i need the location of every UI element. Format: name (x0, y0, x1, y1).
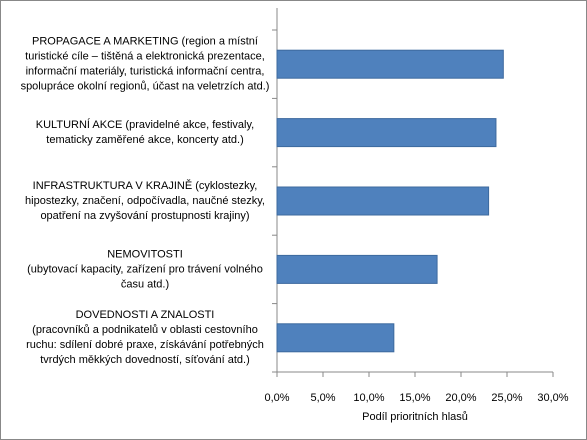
y-tick-label: ruchu: sdílení dobré praxe, získávání po… (26, 339, 264, 351)
x-tick-label: 30,0% (537, 392, 568, 404)
x-tick-label: 15,0% (399, 392, 430, 404)
bar (276, 118, 497, 148)
bar (276, 49, 504, 79)
y-tick-label: tematicky zaměřené akce, koncerty atd.) (46, 134, 243, 146)
y-tick-label: INFRASTRUKTURA V KRAJINĚ (cyklostezky, (33, 179, 258, 192)
y-tick-label: (ubytovací kapacity, zařízení pro tráven… (27, 263, 263, 275)
x-tick-label: 25,0% (491, 392, 522, 404)
y-tick-label: KULTURNÍ AKCE (pravidelné akce, festival… (36, 118, 254, 131)
y-tick-label: (pracovníků a podnikatelů v oblasti cest… (32, 324, 258, 336)
y-tick-label: DOVEDNOSTI A ZNALOSTI (76, 309, 215, 321)
y-tick-label: turistické cíle – tištěná a elektronická… (25, 51, 265, 63)
y-tick-label: spolupráce okolní regionů, účast na vele… (21, 81, 270, 93)
x-tick-label: 5,0% (310, 392, 335, 404)
x-tick-label: 20,0% (445, 392, 476, 404)
y-tick-label: PROPAGACE A MARKETING (region a místní (32, 36, 258, 48)
x-tick-label: 10,0% (353, 392, 384, 404)
x-tick-label: 0,0% (264, 392, 289, 404)
bar (276, 254, 438, 284)
y-tick-label: času atd.) (121, 278, 169, 290)
y-tick-label: opatření na zvyšování prostupnosti kraji… (40, 210, 249, 222)
bar (276, 186, 490, 216)
x-axis-title: Podíl prioritních hlasů (362, 411, 468, 423)
bar (276, 323, 395, 353)
y-tick-label: informační materiály, turistická informa… (26, 66, 265, 78)
y-tick-label: hipostezky, značení, odpočívadla, naučné… (25, 195, 265, 207)
y-tick-label: NEMOVITOSTI (107, 248, 183, 260)
y-tick-label: tvrdých měkkých dovedností, síťování atd… (40, 354, 250, 366)
